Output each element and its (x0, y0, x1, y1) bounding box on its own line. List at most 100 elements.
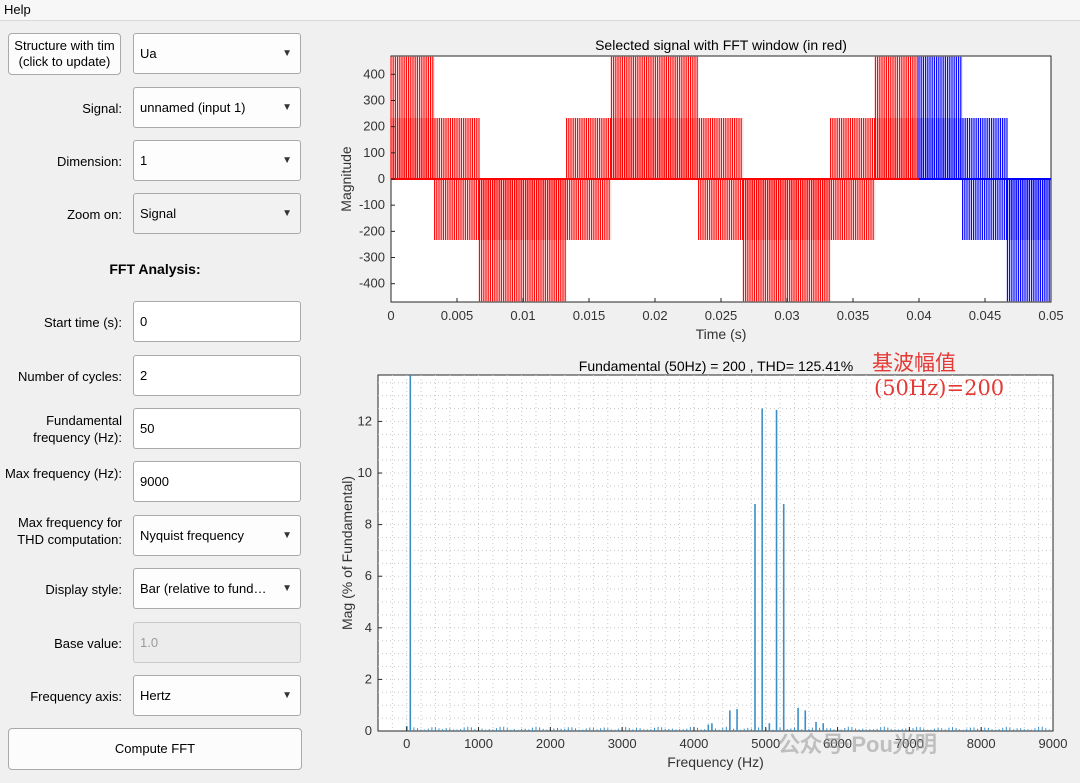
signal-pulse-lines (610, 56, 698, 179)
fft-y-tick-label: 8 (365, 517, 372, 532)
signal-pulse-group (390, 118, 480, 179)
chevron-down-icon: ▼ (282, 155, 292, 166)
signal-pulse-lines (962, 179, 1008, 240)
signal-pulse-lines (698, 179, 744, 240)
start-time-input[interactable]: 0 (133, 301, 301, 342)
signal-pulse-lines (830, 118, 876, 179)
fft-plot-title: Fundamental (50Hz) = 200 , THD= 125.41% (578, 358, 854, 374)
signal-y-tick-label: 300 (363, 92, 385, 107)
signal-y-tick-label: 100 (363, 145, 385, 160)
fft-y-axis-label: Mag (% of Fundamental) (339, 476, 355, 630)
fft-x-axis-label: Frequency (Hz) (667, 754, 763, 770)
signal-y-tick-label: -300 (359, 250, 385, 265)
max-frequency-label: Max frequency (Hz): (4, 466, 122, 481)
cycles-label: Number of cycles: (17, 369, 122, 384)
signal-pulse-lines (1006, 179, 1050, 302)
signal-y-tick-label: 400 (363, 66, 385, 81)
chevron-down-icon: ▼ (282, 48, 292, 59)
max-frequency-input[interactable]: 9000 (133, 461, 301, 502)
signal-x-tick-label: 0.035 (837, 308, 870, 323)
fft-y-tick-label: 12 (358, 413, 372, 428)
signal-y-tick-label: -200 (359, 223, 385, 238)
signal-x-tick-label: 0.015 (573, 308, 606, 323)
menu-help[interactable]: Help (4, 2, 31, 17)
display-style-dropdown[interactable]: Bar (relative to fund… ▼ (133, 568, 301, 609)
fft-plot-frame (377, 374, 1054, 732)
dimension-label: Dimension: (56, 154, 122, 169)
signal-pulse-group (478, 179, 612, 240)
base-value-label: Base value: (54, 636, 122, 651)
signal-pulse-lines (874, 56, 918, 179)
fft-analysis-title: FFT Analysis: (109, 261, 201, 277)
signal-pulse-group (610, 118, 744, 179)
signal-pulse-band (391, 118, 480, 179)
fft-x-tick-label: 2000 (536, 736, 565, 751)
signal-pulse-band (434, 179, 480, 240)
dimension-dropdown[interactable]: 1 ▼ (133, 140, 301, 181)
thd-max-frequency-dropdown[interactable]: Nyquist frequency ▼ (133, 515, 301, 556)
signal-x-tick-label: 0 (387, 308, 394, 323)
signal-pulse-band (875, 118, 919, 179)
display-style-label: Display style: (45, 582, 122, 597)
signal-pulse-lines (478, 179, 566, 302)
zoom-label: Zoom on: (67, 207, 122, 222)
signal-pulse-band (698, 179, 744, 240)
compute-fft-button[interactable]: Compute FFT (8, 728, 302, 770)
signal-x-tick-label: 0.01 (510, 308, 535, 323)
signal-pulse-band (1007, 179, 1051, 240)
signal-pulse-group (742, 179, 876, 240)
fft-grid (378, 375, 1053, 731)
chevron-down-icon: ▼ (282, 208, 292, 219)
signal-x-tick-label: 0.02 (642, 308, 667, 323)
frequency-axis-dropdown[interactable]: Hertz ▼ (133, 675, 301, 716)
signal-y-tick-label: 200 (363, 119, 385, 134)
thd-max-frequency-label: Max frequency for THD computation: (17, 515, 122, 547)
signal-dropdown[interactable]: unnamed (input 1) ▼ (133, 87, 301, 128)
structure-dropdown[interactable]: Ua ▼ (133, 33, 301, 74)
fft-y-tick-label: 2 (365, 671, 372, 686)
annotation-line-1: 基波幅值 (872, 351, 956, 375)
cycles-input[interactable]: 2 (133, 355, 301, 396)
fundamental-frequency-input[interactable]: 50 (133, 408, 301, 449)
signal-label: Signal: (82, 101, 122, 116)
fundamental-frequency-label: Fundamental frequency (Hz): (33, 413, 122, 445)
signal-pulse-group (830, 118, 876, 179)
signal-x-tick-label: 0.03 (774, 308, 799, 323)
signal-pulse-lines (390, 118, 480, 179)
signal-pulse-lines (874, 118, 918, 179)
start-time-label: Start time (s): (43, 315, 122, 330)
fft-x-tick-label: 8000 (967, 736, 996, 751)
signal-pulse-band (611, 118, 744, 179)
signal-pulse-lines (610, 118, 742, 179)
signal-pulse-group (1006, 179, 1051, 302)
signal-pulse-group (698, 179, 744, 240)
signal-pulse-band (479, 179, 612, 240)
signal-pulse-band (566, 118, 612, 179)
signal-pulse-group (566, 118, 612, 179)
signal-x-tick-label: 0.025 (705, 308, 738, 323)
annotation-line-2: (50Hz)=200 (874, 376, 1005, 400)
signal-pulse-lines (434, 179, 480, 240)
chevron-down-icon: ▼ (282, 102, 292, 113)
chevron-down-icon: ▼ (282, 530, 292, 541)
signal-pulse-lines (742, 179, 874, 240)
signal-y-axis-label: Magnitude (338, 146, 354, 212)
signal-pulse-lines (390, 56, 434, 179)
signal-pulse-band (743, 179, 876, 240)
fft-x-tick-label: 1000 (464, 736, 493, 751)
signal-pulse-lines (566, 118, 612, 179)
chevron-down-icon: ▼ (282, 583, 292, 594)
fft-x-tick-label: 6000 (823, 736, 852, 751)
fft-x-tick-label: 7000 (895, 736, 924, 751)
fft-y-tick-label: 4 (365, 620, 372, 635)
signal-x-tick-label: 0.05 (1038, 308, 1063, 323)
signal-pulse-group (962, 179, 1008, 240)
control-panel: Structure with tim (click to update) Ua … (0, 21, 330, 783)
base-value-input: 1.0 (133, 622, 301, 663)
signal-pulse-group (874, 118, 1008, 179)
fft-x-tick-label: 4000 (679, 736, 708, 751)
signal-y-tick-label: 0 (378, 171, 385, 186)
structure-button[interactable]: Structure with tim (click to update) (8, 33, 121, 75)
zoom-dropdown[interactable]: Signal ▼ (133, 193, 301, 234)
